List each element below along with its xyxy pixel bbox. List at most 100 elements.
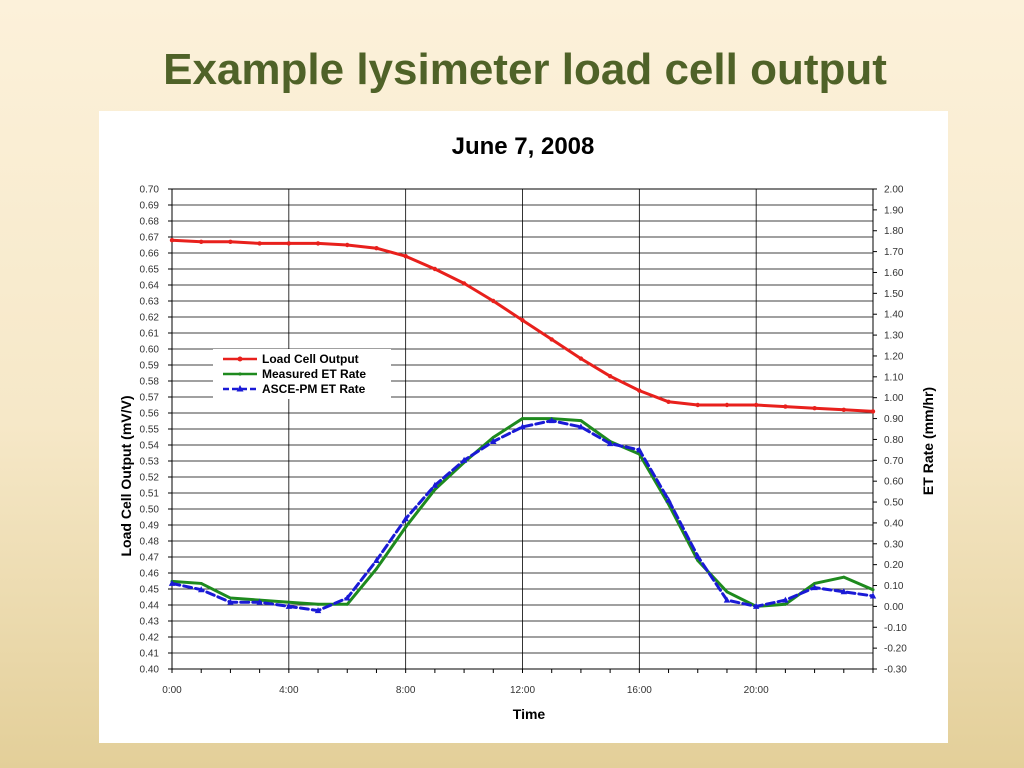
load-cell-point bbox=[374, 246, 379, 251]
ascepm-point bbox=[782, 596, 789, 603]
load-cell-point bbox=[666, 399, 671, 404]
y-left-tick-label: 0.46 bbox=[140, 569, 160, 580]
measured-et-point bbox=[229, 596, 232, 600]
ascepm-point bbox=[490, 438, 497, 445]
y-axis-right-title: ET Rate (mm/hr) bbox=[920, 387, 936, 495]
y-left-tick-label: 0.65 bbox=[140, 265, 160, 276]
series-layer bbox=[168, 238, 877, 614]
x-tick-label: 20:00 bbox=[744, 685, 769, 696]
y-right-tick-label: 1.20 bbox=[884, 351, 904, 362]
load-cell-point bbox=[520, 318, 525, 323]
ascepm-point bbox=[314, 607, 322, 614]
ascepm-point bbox=[636, 446, 643, 453]
legend-label: ASCE-PM ET Rate bbox=[262, 382, 366, 396]
ascepm-point bbox=[577, 423, 585, 430]
ascepm-point bbox=[723, 596, 731, 603]
y-left-tick-label: 0.51 bbox=[140, 489, 160, 500]
y-right-tick-label: 0.90 bbox=[884, 414, 904, 425]
load-cell-point bbox=[549, 337, 554, 342]
x-tick-label: 16:00 bbox=[627, 685, 652, 696]
ascepm-point bbox=[344, 594, 351, 601]
measured-et-point bbox=[491, 435, 495, 439]
ascepm-point bbox=[840, 588, 847, 595]
y-left-tick-label: 0.69 bbox=[140, 201, 160, 212]
load-cell-point bbox=[286, 241, 292, 246]
ascepm-point bbox=[811, 584, 818, 591]
measured-et-point bbox=[579, 419, 583, 423]
ascepm-point bbox=[373, 556, 380, 563]
y-right-tick-label: 0.50 bbox=[884, 498, 904, 509]
load-cell-point bbox=[724, 402, 730, 408]
y-right-tick-label: 0.20 bbox=[884, 560, 904, 571]
y-left-tick-label: 0.67 bbox=[140, 233, 160, 244]
y-left-tick-label: 0.68 bbox=[140, 217, 160, 228]
y-right-tick-label: 1.60 bbox=[884, 268, 904, 279]
ascepm-point bbox=[256, 598, 263, 605]
y-left-tick-label: 0.44 bbox=[140, 601, 160, 612]
load-cell-point bbox=[812, 406, 817, 411]
load-cell-point bbox=[695, 402, 700, 408]
y-right-tick-label: 1.00 bbox=[884, 393, 904, 404]
load-cell-point bbox=[199, 239, 204, 244]
chart-svg: June 7, 2008 0.70 0.69 0.68 0.67 0.66 0.65 0.6… bbox=[118, 133, 936, 722]
y-right-tick-label: 1.80 bbox=[884, 226, 904, 237]
y-left-tick-label: 0.60 bbox=[140, 345, 160, 356]
y-right-tick-label: 2.00 bbox=[884, 185, 904, 196]
ascepm-point bbox=[168, 579, 176, 586]
load-cell-point bbox=[841, 407, 846, 412]
load-cell-point bbox=[637, 388, 642, 393]
y-left-tick-label: 0.48 bbox=[140, 537, 160, 548]
y-right-tick-label: 1.50 bbox=[884, 289, 904, 300]
y-right-tick-label: 1.10 bbox=[884, 372, 904, 383]
legend-label: Measured ET Rate bbox=[262, 367, 366, 381]
x-tick-label: 8:00 bbox=[396, 685, 416, 696]
slide-title: Example lysimeter load cell output bbox=[163, 45, 887, 94]
ascepm-point bbox=[548, 417, 555, 424]
ascepm-point bbox=[869, 592, 877, 599]
load-cell-point bbox=[315, 241, 321, 246]
y-left-tick-label: 0.50 bbox=[140, 505, 160, 516]
ascepm-point bbox=[606, 440, 614, 447]
ascepm-point bbox=[665, 496, 672, 503]
y-left-tick-label: 0.66 bbox=[140, 249, 160, 260]
ascepm-point bbox=[227, 598, 234, 605]
load-cell-point bbox=[169, 238, 175, 243]
y-left-tick-label: 0.41 bbox=[140, 649, 160, 660]
y-left-tick-label: 0.54 bbox=[140, 441, 160, 452]
measured-et-point bbox=[783, 602, 787, 606]
load-cell-point bbox=[257, 241, 262, 246]
y-right-tick-label: 1.30 bbox=[884, 331, 904, 342]
measured-et-point bbox=[813, 582, 816, 585]
y-right-tick-label: 1.70 bbox=[884, 247, 904, 258]
measured-et-point bbox=[316, 602, 320, 606]
load-cell-point bbox=[403, 254, 408, 259]
measured-et-point bbox=[345, 602, 349, 606]
y-left-tick-label: 0.70 bbox=[140, 185, 160, 196]
y-left-tick-label: 0.56 bbox=[140, 409, 160, 420]
y-right-tick-label: -0.30 bbox=[884, 665, 907, 676]
measured-et-point bbox=[404, 525, 408, 529]
y-left-tick-label: 0.49 bbox=[140, 521, 160, 532]
ascepm-point bbox=[431, 481, 439, 488]
measured-et-point bbox=[433, 488, 437, 491]
x-axis-title: Time bbox=[513, 706, 546, 722]
load-cell-point bbox=[432, 266, 438, 272]
ascepm-point bbox=[694, 552, 701, 559]
y-left-tick-label: 0.45 bbox=[140, 585, 160, 596]
y-left-tick-label: 0.53 bbox=[140, 457, 160, 468]
y-left-tick-label: 0.58 bbox=[140, 377, 160, 388]
load-cell-point bbox=[783, 404, 788, 409]
y-right-tick-label: -0.10 bbox=[884, 623, 907, 634]
legend-marker bbox=[238, 372, 242, 376]
y-left-tick-label: 0.59 bbox=[140, 361, 160, 372]
load-cell-point bbox=[228, 239, 233, 244]
chart-panel: June 7, 2008 0.70 0.69 0.68 0.67 0.66 0.65 0.6… bbox=[99, 111, 948, 743]
y-left-tick-label: 0.43 bbox=[140, 617, 160, 628]
measured-et-point bbox=[871, 588, 875, 592]
y-right-tick-label: 0.80 bbox=[884, 435, 904, 446]
load-cell-point bbox=[753, 402, 759, 408]
x-tick-label: 4:00 bbox=[279, 685, 299, 696]
y-left-tick-label: 0.42 bbox=[140, 633, 160, 644]
ascepm-point bbox=[402, 515, 409, 522]
